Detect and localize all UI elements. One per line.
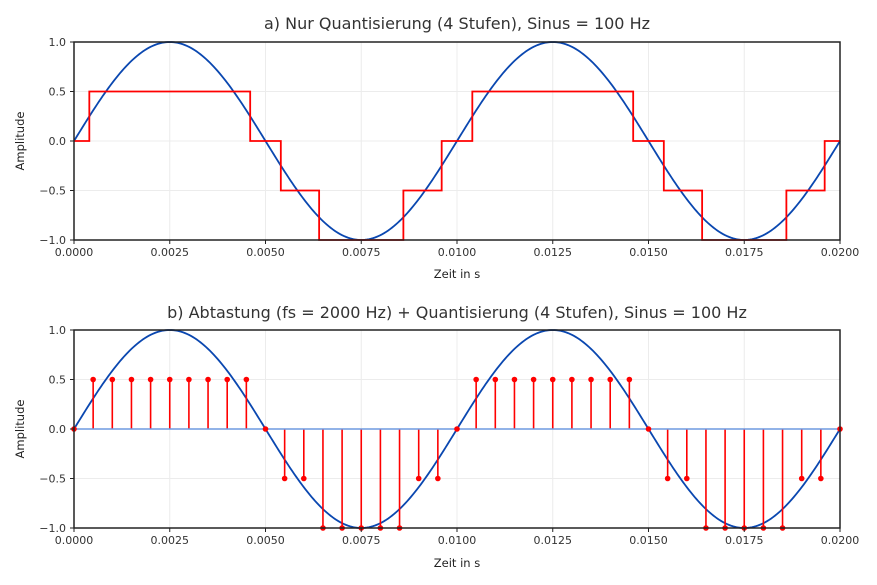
panel-b-stem-marker-12	[301, 475, 307, 482]
panel-b-stem-marker-32	[684, 475, 690, 482]
panel-a-xtick-label-7: 0.0175	[725, 246, 764, 259]
panel-b-ticks: 0.0000 0.0025 0.0050 0.0075 0.0100 0.0125 0.01…	[39, 324, 859, 547]
panel-b-ytick-label-2: 0.0	[49, 423, 67, 436]
panel-a-ytick-label-0: −1.0	[39, 234, 66, 247]
panel-a-ytick-label-2: 0.0	[49, 135, 67, 148]
panel-b-xtick-label-8: 0.0200	[821, 534, 860, 547]
panel-b-stem-marker-21	[473, 376, 479, 383]
panel-b-stem-marker-5	[166, 376, 173, 383]
panel-b-ytick-label-4: 1.0	[49, 324, 67, 337]
panel-b-ytick-label-1: −0.5	[39, 473, 66, 486]
panel-a-xtick-label-5: 0.0125	[534, 246, 573, 259]
panel-a-xlabel: Zeit in s	[434, 267, 480, 281]
panel-b-xtick-label-4: 0.0100	[438, 534, 477, 547]
panel-b-stem-marker-25	[549, 376, 556, 383]
panel-b-stem-marker-7	[205, 376, 211, 383]
panel-b-xtick-label-2: 0.0050	[246, 534, 285, 547]
panel-b-stem-marker-31	[664, 475, 671, 482]
panel-b-stem-marker-26	[569, 376, 575, 383]
panel-b-stem-marker-30	[645, 426, 652, 432]
panel-a-title: a) Nur Quantisierung (4 Stufen), Sinus =…	[264, 14, 650, 33]
panel-a-xtick-label-6: 0.0150	[629, 246, 668, 259]
panel-b-stem-marker-9	[243, 376, 250, 383]
panel-b-stem-marker-24	[530, 376, 537, 383]
panel-a-ylabel: Amplitude	[13, 112, 27, 171]
panel-b-stem-marker-19	[435, 475, 441, 482]
panel-b-xtick-label-7: 0.0175	[725, 534, 764, 547]
panel-a-xtick-label-3: 0.0075	[342, 246, 381, 259]
panel-b-xtick-label-3: 0.0075	[342, 534, 381, 547]
panel-a-xtick-label-0: 0.0000	[55, 246, 94, 259]
panel-b-ytick-label-0: −1.0	[39, 522, 66, 535]
panel-b-ylabel: Amplitude	[13, 400, 27, 459]
panel-b-stem-marker-28	[607, 376, 613, 383]
panel-b-xlabel: Zeit in s	[434, 556, 480, 570]
panel-a-ticks: 0.0000 0.0025 0.0050 0.0075 0.0100 0.0125 0.01…	[39, 36, 859, 259]
panel-b-stem-marker-23	[511, 376, 518, 383]
panel-b-xtick-label-0: 0.0000	[55, 534, 94, 547]
panel-b-stem-marker-1	[90, 376, 96, 383]
panel-b-stem-marker-39	[818, 475, 824, 482]
panel-a-xtick-label-4: 0.0100	[438, 246, 477, 259]
panel-a-xtick-label-8: 0.0200	[821, 246, 860, 259]
panel-a-xtick-label-2: 0.0050	[246, 246, 285, 259]
panel-b-title: b) Abtastung (fs = 2000 Hz) + Quantisier…	[167, 303, 747, 322]
panel-b-stem-marker-6	[186, 376, 192, 383]
panel-b-xtick-label-6: 0.0150	[629, 534, 668, 547]
panel-b-stem-marker-2	[109, 376, 116, 383]
panel-b-stem-marker-27	[588, 376, 594, 383]
panel-b-stem-marker-11	[281, 475, 288, 482]
panel-a-ytick-label-4: 1.0	[49, 36, 67, 49]
panel-b-stem-marker-38	[798, 475, 805, 482]
panel-b-stem-marker-29	[626, 376, 633, 383]
panel-a-ytick-label-1: −0.5	[39, 185, 66, 198]
panel-b-stem-marker-4	[147, 376, 154, 383]
panel-a-xtick-label-1: 0.0025	[151, 246, 190, 259]
panel-b-stem-marker-20	[454, 426, 460, 432]
panel-b-stem-marker-8	[224, 376, 230, 383]
panel-a: a) Nur Quantisierung (4 Stufen), Sinus =…	[13, 14, 859, 281]
panel-b-ytick-label-3: 0.5	[49, 374, 67, 387]
panel-b-stem-marker-10	[262, 426, 269, 432]
panel-a-ytick-label-3: 0.5	[49, 86, 67, 99]
panel-b-xtick-label-5: 0.0125	[534, 534, 573, 547]
panel-b-stem-marker-3	[128, 376, 135, 383]
panel-b-xtick-label-1: 0.0025	[151, 534, 190, 547]
panel-b-series	[71, 329, 843, 531]
panel-b: b) Abtastung (fs = 2000 Hz) + Quantisier…	[13, 303, 859, 570]
panel-b-stem-marker-22	[492, 376, 499, 383]
panel-b-stem-marker-18	[415, 475, 422, 482]
